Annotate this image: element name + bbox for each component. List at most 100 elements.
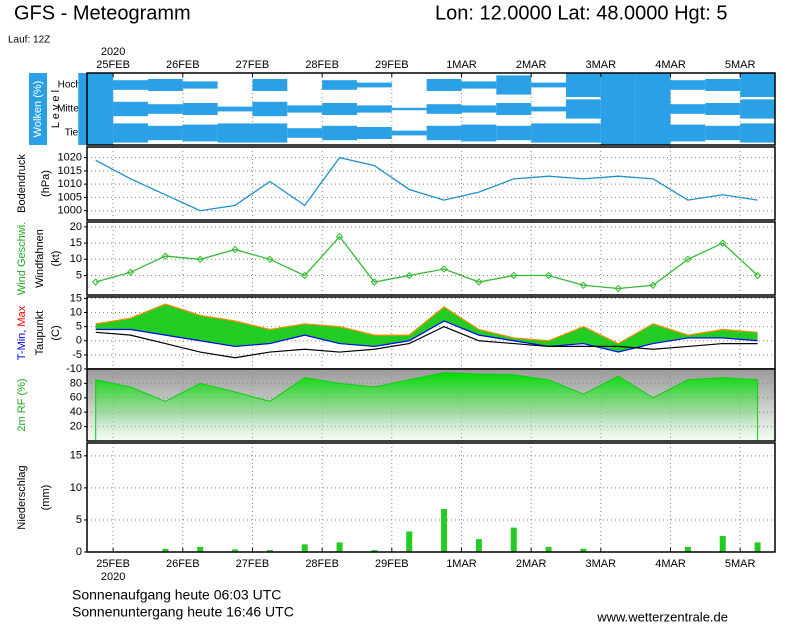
cloud-cell (565, 123, 601, 143)
cloud-cell (287, 105, 323, 113)
line (95, 156, 758, 212)
x-tick-label: 5MAR (725, 59, 756, 71)
cloud-cell (496, 125, 532, 141)
line (95, 320, 758, 353)
line (95, 325, 758, 359)
temperature-band (95, 304, 758, 353)
y-axis-label-part: Windfahnen (34, 229, 46, 288)
location: Lon: 12.0000 Lat: 48.0000 Hgt: 5 (435, 2, 727, 24)
y-tick-label: 1005 (58, 191, 82, 203)
y-axis-label-part: (mm) (40, 485, 52, 511)
cloud-cell (356, 105, 392, 113)
cloud-cell (252, 101, 288, 117)
cloud-cell (113, 123, 148, 143)
cloud-cell (426, 104, 462, 114)
bar (510, 527, 517, 552)
cloud-cell (391, 107, 427, 111)
bar (475, 539, 482, 552)
y-axis-label-part: Wolken (%) (32, 81, 44, 138)
source: www.wetterzentrale.de (596, 609, 728, 624)
marker (301, 271, 309, 280)
y-tick-label: 80 (70, 377, 82, 389)
panel-frame (86, 368, 776, 442)
cloud-cell (600, 97, 636, 121)
y-tick-label: 20 (70, 421, 82, 433)
cloud-cell (496, 103, 532, 115)
y-tick-label: 1010 (58, 178, 82, 190)
y-tick-label: 10 (70, 253, 82, 265)
cloud-cell (113, 101, 148, 117)
x-tick-label: 27FEB (236, 558, 270, 570)
x-tick-label: 3MAR (586, 558, 617, 570)
level-label: Hoch (58, 80, 81, 91)
cloud-cell (391, 130, 427, 136)
marker (753, 271, 762, 280)
bar (162, 548, 169, 552)
y-tick-label: 20 (70, 221, 82, 233)
y-tick-label: 10 (70, 306, 82, 318)
cloud-cell (531, 82, 566, 88)
bar (197, 546, 204, 552)
cloud-cell (531, 123, 566, 143)
marker (335, 232, 344, 241)
y-tick-label: 5 (76, 269, 82, 281)
x-axis-label: 2020 (101, 46, 125, 58)
cloud-cell (287, 128, 323, 138)
bar (336, 542, 343, 552)
cloud-cell (461, 81, 497, 89)
marker (370, 278, 379, 286)
y-axis-label-part: T-Min, (16, 327, 28, 361)
cloud-cell (740, 99, 775, 119)
bar (266, 550, 273, 552)
y-tick-label: 5 (76, 514, 82, 526)
y-axis-label: (mm) (40, 485, 52, 511)
level-label: Mittel (57, 104, 81, 115)
panel-frame (86, 221, 776, 296)
x-tick-label: 29FEB (375, 59, 409, 71)
x-tick-label: 4MAR (655, 558, 686, 570)
title: GFS - Meteogramm (14, 2, 191, 24)
y-axis-label-part: Wind Geschwi. (16, 222, 28, 295)
y-tick-label: 5 (76, 321, 82, 333)
y-axis-label-part: (kt) (50, 251, 62, 267)
bar (580, 548, 587, 552)
cloud-cell (740, 123, 775, 143)
y-tick-label: 1020 (58, 152, 82, 164)
cloud-cell (182, 124, 218, 142)
marker (405, 271, 413, 280)
cloud-cell (147, 125, 183, 141)
marker (126, 268, 135, 276)
y-tick-label: 15 (70, 450, 82, 462)
y-tick-label: 15 (70, 292, 82, 304)
run: Lauf: 12Z (8, 35, 50, 46)
y-tick-label: 60 (70, 392, 82, 404)
cloud-cell (426, 125, 462, 141)
cloud-cell (705, 125, 741, 141)
bar (441, 509, 448, 552)
marker (510, 271, 518, 280)
x-tick-label: 2MAR (516, 59, 547, 71)
sunset: Sonnenuntergang heute 16:46 UTC (72, 604, 294, 620)
bar (754, 542, 761, 552)
cloud-cell (252, 79, 288, 91)
y-axis-label: (kt) (50, 251, 62, 267)
marker (614, 284, 622, 293)
marker (649, 281, 657, 289)
marker (684, 255, 692, 264)
cloud-cell (531, 106, 566, 112)
y-tick-label: 1000 (58, 205, 82, 217)
marker (266, 255, 274, 264)
y-tick-label: 10 (70, 482, 82, 494)
x-tick-label: 26FEB (166, 558, 200, 570)
y-tick-label: -10 (66, 363, 82, 375)
x-tick-label: 29FEB (375, 558, 409, 570)
bar (371, 550, 378, 552)
cloud-cell (705, 103, 741, 115)
x-tick-label: 26FEB (166, 59, 200, 71)
cloud-cell (635, 97, 671, 121)
y-axis-label: Wolken (%) (32, 81, 44, 138)
y-axis-label-part: (hPa) (40, 170, 52, 197)
marker (719, 239, 727, 247)
y-axis-label: Wind Geschwi. (16, 222, 28, 295)
x-tick-label: 27FEB (236, 59, 270, 71)
